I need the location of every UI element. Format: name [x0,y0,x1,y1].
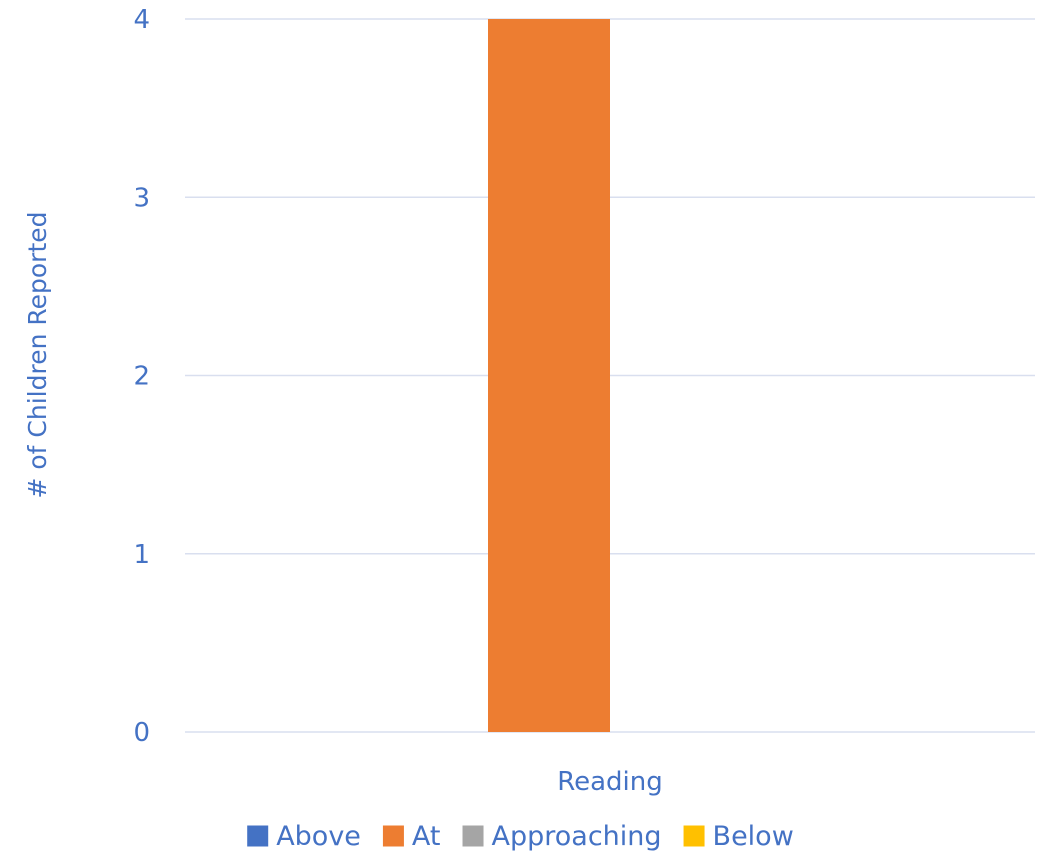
legend-swatch-above [247,825,269,847]
bar-at-reading [488,19,610,732]
y-tick-label: 3 [133,183,150,213]
legend-label-at: At [412,821,441,852]
y-tick-label: 0 [133,718,150,748]
legend-label-approaching: Approaching [492,821,662,852]
legend-swatch-approaching [462,825,484,847]
y-axis-title: # of Children Reported [23,211,52,498]
x-category-label: Reading [557,767,663,797]
legend-swatch-at [382,825,404,847]
bars [488,19,610,732]
y-tick-label: 1 [133,540,150,570]
x-axis-categories: Reading [557,767,663,797]
y-tick-label: 2 [133,362,150,392]
y-tick-label: 4 [133,5,150,35]
legend: Above At Approaching Below [247,821,794,852]
legend-label-above: Above [276,821,361,852]
y-axis-ticks: 0 1 2 3 4 [133,5,150,748]
legend-label-below: Below [713,821,794,852]
legend-swatch-below [683,825,705,847]
